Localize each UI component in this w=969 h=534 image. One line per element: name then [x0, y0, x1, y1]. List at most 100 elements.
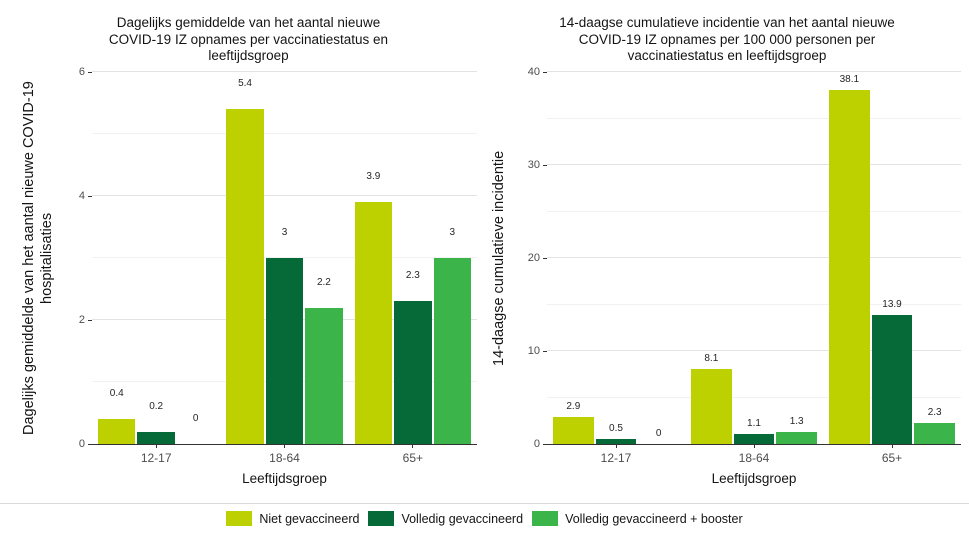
y-tick: 6	[79, 66, 92, 78]
y-tick-mark	[88, 319, 92, 321]
legend-swatch-icon	[368, 511, 395, 526]
legend-label: Volledig gevaccineerd	[401, 511, 524, 526]
x-tick-mark	[155, 445, 157, 448]
chart-title-right: 14-daagse cumulatieve incidentie van het…	[559, 14, 895, 64]
y-tick-label: 0	[533, 438, 540, 450]
gridline-minor	[547, 303, 961, 305]
legend: Niet gevaccineerd Volledig gevaccineerd …	[0, 503, 969, 526]
x-tick-mark	[891, 445, 893, 448]
bar	[733, 433, 775, 444]
bar	[433, 258, 471, 444]
bar-group-12-17: 0.4 0.2 0	[92, 72, 220, 444]
y-tick-label: 10	[527, 345, 540, 357]
bar-value-label: 8.1	[704, 352, 719, 364]
chart-panel-left: Dagelijks gemiddelde van het aantal nieu…	[0, 0, 485, 491]
bar-value-label: 2.3	[927, 406, 942, 418]
y-tick-label: 30	[527, 159, 540, 171]
y-tick-label: 20	[527, 252, 540, 264]
bar-value-label: 13.9	[882, 298, 902, 310]
bar	[305, 307, 343, 444]
bar-slot: 8.1	[691, 72, 732, 444]
bar-slot: 3	[265, 72, 304, 444]
bar-group-18-64: 5.4 3 2.2	[220, 72, 348, 444]
bar-value-label: 5.4	[238, 78, 252, 90]
bar-value-label: 3.9	[366, 171, 381, 183]
y-tick: 30	[528, 159, 547, 171]
gridline-major	[547, 257, 961, 258]
y-axis-title-wrap: 14-daagse cumulatieve incidentie	[485, 72, 513, 444]
y-tick: 2	[79, 314, 92, 326]
bar	[354, 202, 393, 444]
chart-panel-right: 14-daagse cumulatieve incidentie van het…	[485, 0, 969, 491]
bar-value-label: 0.2	[149, 400, 164, 412]
y-tick-mark	[543, 257, 547, 259]
bar-value-label: 1.3	[789, 415, 804, 427]
legend-item-volledig-gevaccineerd-booster: Volledig gevaccineerd + booster	[532, 511, 743, 526]
gridline-minor	[547, 117, 961, 119]
bar-group-65+: 3.9 2.3 3	[349, 72, 477, 444]
legend-swatch-icon	[532, 511, 559, 526]
bar-slot: 38.1	[829, 72, 870, 444]
legend-label: Volledig gevaccineerd + booster	[565, 511, 743, 526]
bar-value-label: 0	[655, 428, 662, 439]
x-category-label: 18-64	[738, 451, 770, 465]
x-tick-mark	[412, 445, 414, 448]
bar-slot: 1.3	[776, 72, 818, 444]
y-tick-mark	[88, 71, 92, 73]
plot-area-left: 0.4 0.2 0 5.4 3 2.2 3.9 2.3 3	[92, 71, 477, 445]
bar-value-label: 2.9	[566, 401, 581, 413]
bar-group-12-17: 2.9 0.5 0	[547, 72, 685, 444]
bar-slot: 2.3	[914, 72, 956, 444]
bar	[871, 314, 913, 444]
y-axis-title-left: Dagelijks gemiddelde van het aantal nieu…	[20, 81, 55, 435]
y-tick-mark	[543, 164, 547, 166]
legend-item-niet-gevaccineerd: Niet gevaccineerd	[226, 511, 359, 526]
x-category-label: 12-17	[600, 451, 632, 465]
x-axis-title-right: Leeftijdsgroep	[711, 471, 797, 486]
bar-slot: 2.3	[394, 72, 432, 444]
x-category-label: 65+	[881, 451, 903, 465]
bar	[776, 431, 818, 444]
bar-group-18-64: 8.1 1.1 1.3	[685, 72, 823, 444]
bar	[553, 417, 594, 444]
bar-slot: 13.9	[871, 72, 913, 444]
chart-body-right: 14-daagse cumulatieve incidentie 0 10 20 30…	[485, 66, 969, 491]
bar-slot: 1.1	[733, 72, 775, 444]
y-tick-label: 6	[78, 66, 85, 78]
bar-value-label: 38.1	[839, 73, 860, 85]
bar	[691, 368, 732, 444]
legend-swatch-icon	[226, 511, 253, 526]
y-tick-mark	[543, 443, 547, 445]
y-tick: 20	[528, 252, 547, 264]
y-axis-ticks-right: 0 10 20 30 40	[513, 66, 547, 450]
y-tick: 4	[79, 190, 92, 202]
x-tick: 65+	[349, 445, 477, 471]
gridline-major	[547, 71, 961, 72]
bar	[595, 439, 637, 444]
bar	[98, 419, 136, 444]
bar-value-label: 0	[192, 413, 199, 424]
x-tick-mark	[283, 445, 285, 448]
y-tick-label: 4	[78, 190, 85, 202]
y-axis-ticks-left: 0 2 4 6	[64, 66, 92, 450]
gridline-major	[547, 350, 961, 351]
chart-title-left: Dagelijks gemiddelde van het aantal nieu…	[108, 14, 389, 64]
y-tick-mark	[88, 195, 92, 197]
plot-column-right: 2.9 0.5 0 8.1 1.1 1.3 38.1 13.9 2.3 12-17 18-64 65…	[547, 71, 961, 491]
x-tick: 65+	[823, 445, 961, 471]
bar-slot: 2.2	[305, 72, 343, 444]
bar-value-label: 1.1	[747, 417, 761, 429]
x-axis-title-left: Leeftijdsgroep	[242, 471, 327, 486]
bar-value-label: 2.3	[405, 270, 420, 282]
x-category-label: 18-64	[269, 451, 300, 465]
plot-area-right: 2.9 0.5 0 8.1 1.1 1.3 38.1 13.9 2.3	[547, 71, 961, 445]
chart-body-left: Dagelijks gemiddelde van het aantal nieu…	[12, 66, 485, 491]
x-tick: 12-17	[92, 445, 220, 471]
bar	[394, 301, 432, 444]
y-tick: 40	[528, 66, 547, 78]
legend-item-volledig-gevaccineerd: Volledig gevaccineerd	[368, 511, 523, 526]
x-tick: 18-64	[685, 445, 823, 471]
gridline-minor	[547, 396, 961, 398]
bar-value-label: 3	[281, 227, 288, 238]
bar-value-label: 0.5	[609, 423, 623, 435]
